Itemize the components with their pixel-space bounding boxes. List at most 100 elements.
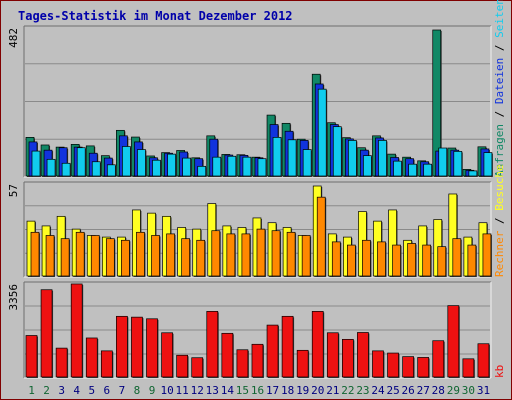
bar <box>432 340 445 378</box>
day-label: 10 <box>160 384 173 397</box>
day-label: 22 <box>341 384 354 397</box>
bar <box>296 349 309 378</box>
bar <box>176 354 188 378</box>
bar <box>46 158 56 177</box>
bar <box>116 315 128 378</box>
bar <box>191 357 204 378</box>
bar <box>100 350 113 378</box>
bar <box>438 147 448 177</box>
bar <box>331 241 341 277</box>
bar <box>393 160 402 177</box>
bar <box>226 233 236 277</box>
bar <box>251 343 264 378</box>
bar <box>302 149 312 177</box>
bar <box>91 161 101 177</box>
legend-separator: / <box>493 211 506 231</box>
panel-top: 482 <box>7 25 493 178</box>
bar <box>106 164 116 177</box>
bar <box>477 343 490 378</box>
day-label: 5 <box>88 384 95 397</box>
bar <box>221 332 234 378</box>
day-label: 23 <box>356 384 369 397</box>
bar <box>447 305 460 378</box>
day-label: 29 <box>447 384 460 397</box>
bar <box>387 352 399 378</box>
day-label: 15 <box>236 384 249 397</box>
chart-panels: 482 57 3356 <box>7 25 493 379</box>
day-labels: 1 2 3 4 5 6 7 8 9 10 11 12 13 14 15 16 17 18 19 20 21 22 23 24 2… <box>28 384 490 397</box>
bar <box>122 146 131 177</box>
bar <box>402 356 414 378</box>
bar <box>266 324 279 378</box>
bar <box>152 159 161 177</box>
bar <box>60 238 70 277</box>
bar <box>482 233 492 277</box>
day-label: 4 <box>73 384 80 397</box>
day-label: 31 <box>477 384 490 397</box>
bar <box>161 332 173 378</box>
bar <box>316 196 326 277</box>
legend-entry: kb <box>493 365 506 378</box>
bar <box>146 318 158 378</box>
bar <box>30 231 40 277</box>
bar <box>281 315 294 378</box>
bar <box>453 151 463 177</box>
bar <box>272 137 282 177</box>
bar <box>121 239 130 277</box>
series-seiten <box>31 88 493 177</box>
bar <box>137 149 146 177</box>
y-axis-max-label: 3356 <box>7 284 20 311</box>
day-label: 7 <box>119 384 126 397</box>
day-label: 13 <box>206 384 219 397</box>
day-label: 12 <box>191 384 204 397</box>
bar <box>167 153 176 177</box>
bar <box>212 156 222 177</box>
day-label: 17 <box>266 384 279 397</box>
bar <box>70 283 83 378</box>
bar <box>31 150 41 177</box>
series-rechner <box>30 196 492 277</box>
bar <box>348 140 357 177</box>
day-label: 24 <box>371 384 385 397</box>
legend-entry: Seiten <box>493 0 506 38</box>
chart-title: Tages-Statistik im Monat Dezember 2012 <box>18 9 293 23</box>
bar <box>372 350 384 378</box>
bar <box>236 349 249 378</box>
bar <box>437 246 447 277</box>
day-label: 27 <box>417 384 430 397</box>
day-label: 18 <box>281 384 294 397</box>
bar <box>166 233 175 277</box>
bar <box>76 147 86 177</box>
day-label: 3 <box>58 384 65 397</box>
bar <box>25 335 38 378</box>
bar <box>257 158 267 177</box>
legend-top: Anfragen / Dateien / Seiten <box>493 0 506 177</box>
day-label: 1 <box>28 384 35 397</box>
bar <box>105 238 115 277</box>
day-label: 6 <box>104 384 111 397</box>
day-label: 14 <box>221 384 235 397</box>
day-label: 16 <box>251 384 264 397</box>
bar <box>256 228 266 277</box>
panel-middle: 57 <box>7 181 492 278</box>
bar <box>301 235 311 277</box>
day-label: 28 <box>432 384 445 397</box>
bar <box>407 243 416 277</box>
bar <box>342 338 354 378</box>
bar <box>75 231 85 277</box>
bar <box>286 231 296 277</box>
y-axis-max-label: 57 <box>7 184 20 197</box>
bar <box>332 126 342 177</box>
bar <box>362 239 371 277</box>
bar <box>347 244 356 277</box>
bar <box>55 347 68 378</box>
day-label: 20 <box>311 384 324 397</box>
legend-bottom: kb <box>493 365 506 378</box>
bar <box>196 239 206 277</box>
bar <box>423 163 433 177</box>
bar <box>378 140 387 177</box>
day-label: 11 <box>176 384 189 397</box>
